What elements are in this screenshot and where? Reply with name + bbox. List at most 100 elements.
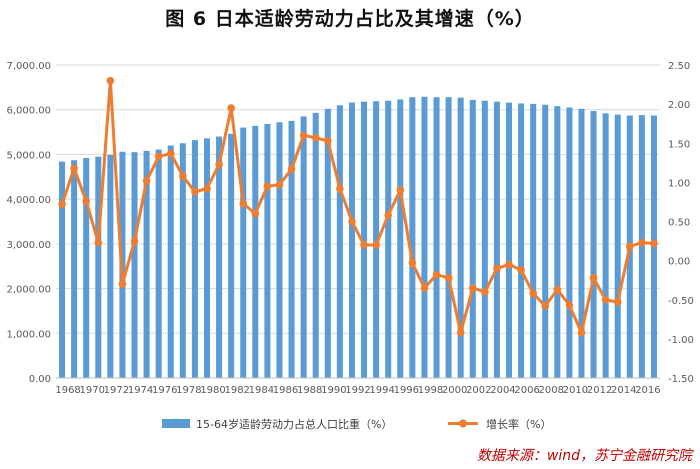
bar — [167, 145, 174, 378]
x-tick-label: 1976 — [152, 385, 177, 396]
bar — [578, 108, 585, 378]
x-tick-label: 2000 — [442, 385, 467, 396]
growth-point — [70, 164, 78, 173]
growth-point — [336, 184, 344, 193]
bar — [409, 97, 416, 379]
y-left-tick-label: 2,000.00 — [6, 285, 51, 296]
bar — [216, 136, 223, 378]
line-series — [58, 76, 658, 337]
bar — [397, 99, 404, 379]
growth-point — [142, 177, 151, 185]
bar — [228, 133, 235, 378]
y-right-tick-label: 0.00 — [668, 257, 690, 268]
growth-point — [432, 270, 441, 279]
bar — [324, 108, 331, 378]
bar — [252, 125, 259, 378]
bar — [445, 97, 452, 379]
bar — [276, 122, 283, 378]
x-tick-label: 1990 — [321, 385, 346, 396]
growth-point — [384, 211, 393, 220]
growth-point — [191, 187, 199, 196]
bar — [602, 113, 609, 378]
growth-point — [179, 172, 187, 180]
bar — [155, 149, 162, 378]
bar — [518, 103, 525, 378]
legend-line-label: 增长率（%） — [486, 417, 551, 431]
x-tick-label: 1970 — [80, 385, 105, 396]
bar — [59, 161, 66, 378]
growth-point — [106, 76, 115, 85]
growth-point — [468, 284, 477, 292]
x-tick-label: 2002 — [466, 385, 491, 396]
bar — [566, 107, 573, 378]
growth-point — [444, 274, 453, 282]
bar — [554, 106, 561, 378]
growth-point — [529, 289, 537, 298]
growth-point — [577, 328, 586, 337]
growth-point — [166, 149, 175, 158]
x-tick-label: 1982 — [224, 385, 249, 396]
growth-point — [360, 241, 368, 249]
growth-point — [456, 328, 465, 337]
bar — [493, 101, 500, 378]
growth-line — [60, 79, 655, 335]
x-tick-label: 2016 — [635, 385, 660, 396]
growth-point — [215, 160, 223, 169]
bar — [288, 120, 295, 379]
growth-point — [565, 301, 574, 310]
y-right-tick-label: -1.00 — [668, 335, 694, 346]
bar — [131, 152, 138, 378]
x-tick-label: 2014 — [611, 385, 636, 396]
bar — [336, 105, 343, 378]
y-left-tick-label: 7,000.00 — [6, 61, 51, 72]
bar — [240, 127, 247, 378]
bar — [83, 158, 90, 378]
bar — [143, 150, 150, 378]
x-tick-label: 2008 — [539, 385, 564, 396]
growth-point — [396, 186, 405, 194]
growth-point — [227, 104, 235, 112]
growth-point — [420, 284, 429, 292]
bar — [373, 101, 380, 379]
y-right-tick-label: -0.50 — [668, 296, 694, 307]
bar — [191, 140, 198, 378]
bar — [361, 101, 368, 378]
axes: 0.00 1,000.00 2,000.00 3,000.00 4,000.00 5,00… — [6, 61, 693, 396]
y-left-tick-label: 5,000.00 — [6, 150, 51, 161]
x-tick-label: 1974 — [128, 385, 153, 396]
bar — [638, 115, 645, 378]
bar — [614, 114, 621, 378]
y-right-tick-label: 0.50 — [668, 218, 690, 229]
x-tick-label: 1978 — [176, 385, 201, 396]
x-tick-label: 1988 — [297, 385, 322, 396]
legend-bar-swatch — [162, 419, 190, 428]
y-right-tick-label: 2.50 — [668, 61, 690, 72]
bar — [542, 104, 549, 378]
growth-point — [613, 298, 622, 306]
y-left-tick-label: 6,000.00 — [6, 106, 51, 117]
growth-point — [251, 209, 260, 218]
growth-point — [239, 199, 248, 208]
y-right-tick-label: 2.00 — [668, 100, 690, 111]
bar — [457, 97, 464, 379]
growth-point — [638, 238, 646, 247]
growth-point — [517, 266, 525, 274]
legend-line-marker — [459, 419, 467, 428]
growth-point — [505, 260, 513, 269]
growth-point — [58, 200, 66, 209]
y-left-tick-label: 3,000.00 — [6, 240, 51, 251]
x-tick-label: 2012 — [587, 385, 612, 396]
bar — [530, 103, 537, 378]
y-left-tick-label: 1,000.00 — [6, 329, 51, 340]
growth-point — [408, 259, 417, 267]
growth-point — [94, 238, 103, 247]
y-right-tick-label: 1.00 — [668, 178, 690, 189]
growth-point — [82, 197, 90, 205]
source-note: 数据来源：wind，苏宁金融研究院 — [476, 448, 692, 464]
x-tick-label: 1998 — [418, 385, 443, 396]
bar — [481, 100, 488, 379]
growth-point — [493, 264, 501, 273]
growth-point — [275, 180, 284, 189]
x-tick-label: 1986 — [273, 385, 298, 396]
